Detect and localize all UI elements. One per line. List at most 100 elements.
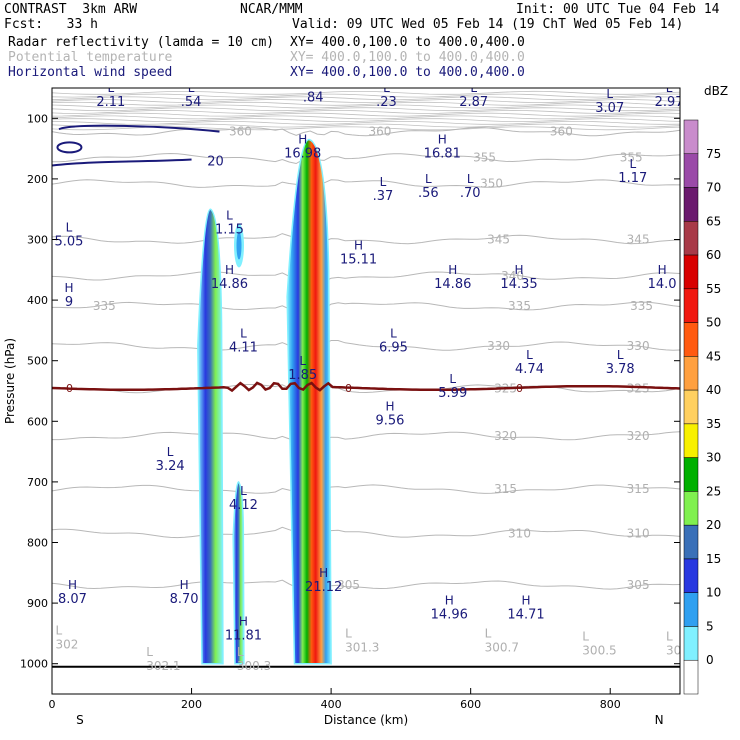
wind-extreme-kind: L (470, 81, 477, 95)
y-tick-label: 300 (27, 234, 48, 247)
theta-contour-325 (52, 384, 680, 394)
wind-extreme-value: 4.12 (229, 498, 258, 513)
wind-extreme-value: 11.81 (225, 628, 262, 643)
valid-time: Valid: 09 UTC Wed 05 Feb 14 (19 ChT Wed … (292, 17, 684, 32)
y-tick-label: 400 (27, 294, 48, 307)
theta-label-340: 340 (501, 269, 524, 283)
y-axis-label: Pressure (hPa) (3, 338, 17, 424)
colorbar-swatch (683, 659, 699, 695)
surface-theta-value: 302.1 (146, 659, 180, 673)
y-tick-label: 900 (27, 597, 48, 610)
plot-frame (51, 87, 681, 695)
field-name-theta: Potential temperature (8, 50, 173, 65)
wind-extreme-kind: L (425, 172, 432, 186)
theta-label-315: 315 (627, 482, 650, 496)
wind-extreme-value: 14.0 (648, 277, 677, 292)
colorbar-level-label: 75 (706, 147, 721, 161)
theta-label-330: 330 (487, 339, 510, 353)
colorbar-level-label: 10 (706, 586, 721, 600)
wind-extreme-value: 16.81 (424, 147, 461, 162)
wind-extreme-kind: H (64, 281, 73, 295)
wind-extreme-kind: H (68, 578, 77, 592)
theta-label-345: 345 (487, 233, 510, 247)
colorbar-level-label: 15 (706, 552, 721, 566)
colorbar-level-label: 55 (706, 282, 721, 296)
wind-extreme-value: 1.17 (618, 171, 647, 186)
wind-extreme-value: 16.98 (284, 147, 321, 162)
wind-extreme-kind: L (167, 445, 174, 459)
theta-line-strat (52, 96, 680, 101)
wind-extreme-kind: L (380, 175, 387, 189)
wind-extreme-value: 9.56 (375, 413, 404, 428)
wind-extreme-value: 14.86 (434, 277, 471, 292)
wind-extreme-value: 3.78 (606, 362, 635, 377)
theta-line-strat (52, 123, 680, 128)
theta-contour-310 (52, 526, 680, 539)
surface-theta-kind: L (55, 624, 62, 638)
x-tick-label: 600 (460, 698, 481, 711)
y-tick-label: 700 (27, 476, 48, 489)
surface-theta-value: 300.3 (237, 659, 271, 673)
field-xy-wind: XY= 400.0,100.0 to 400.0,400.0 (290, 65, 525, 80)
wind-extreme-value: 2.87 (459, 95, 488, 110)
colorbar-swatch (683, 356, 699, 391)
wind-extreme-kind: L (383, 81, 390, 95)
x-end-label-north: N (655, 713, 664, 727)
theta-contour-340 (52, 271, 680, 283)
x-end-label-south: S (76, 713, 84, 727)
theta-line-strat (52, 107, 680, 112)
wind-extreme-kind: H (239, 614, 248, 628)
surface-theta-kind: L (237, 645, 244, 659)
freezing-level-label: 0 (516, 382, 523, 395)
surface-theta-kind: L (666, 630, 673, 644)
wind-extreme-kind: H (445, 593, 454, 607)
wind-extreme-value: 6.95 (379, 341, 408, 356)
surface-theta-value: 300.7 (485, 641, 519, 655)
wind-extreme-value: 3.24 (156, 459, 185, 474)
colorbar-swatch (683, 119, 699, 155)
theta-label-330: 330 (627, 339, 650, 353)
wind-extreme-value: 4.74 (515, 362, 544, 377)
x-tick-label: 200 (181, 698, 202, 711)
theta-line-strat (52, 112, 680, 117)
wind-extreme-kind: L (467, 172, 474, 186)
colorbar-level-label: 45 (706, 349, 721, 363)
colorbar-level-label: 30 (706, 451, 721, 465)
y-tick-label: 100 (27, 112, 48, 125)
wind-extreme-kind: L (526, 348, 533, 362)
theta-contour-360 (52, 126, 680, 137)
model-title: CONTRAST 3km ARW (4, 2, 138, 17)
wind-extreme-kind: L (240, 327, 247, 341)
theta-label-360: 360 (369, 125, 392, 139)
wind-extreme-kind: L (188, 81, 195, 95)
wind-extreme-value: 20 (207, 155, 224, 170)
surface-theta-kind: L (345, 627, 352, 641)
theta-label-305: 305 (337, 578, 360, 592)
wind-extreme-value: .37 (373, 189, 394, 204)
x-tick-label: 800 (600, 698, 621, 711)
freezing-level-label: 0 (66, 382, 73, 395)
wind-extreme-kind: H (354, 239, 363, 253)
colorbar-unit: dBZ (704, 84, 728, 98)
wind-extreme-value: .23 (376, 95, 397, 110)
theta-line-strat (52, 109, 680, 114)
init-time: Init: 00 UTC Tue 04 Feb 14 (516, 2, 720, 17)
wind-extreme-kind: H (438, 133, 447, 147)
wind-extreme-kind: L (390, 327, 397, 341)
wind-extreme-kind: L (666, 81, 673, 95)
wind-extreme-value: 2.11 (96, 95, 125, 110)
wind-extreme-value: 5.05 (55, 235, 84, 250)
theta-line-strat (52, 93, 680, 98)
theta-label-320: 320 (494, 429, 517, 443)
theta-contour-320 (52, 431, 680, 442)
colorbar-level-label: 5 (706, 619, 714, 633)
y-tick-label: 500 (27, 355, 48, 368)
wind-extreme-kind: H (522, 593, 531, 607)
colorbar-swatch (683, 491, 699, 526)
colorbar-level-label: 50 (706, 316, 721, 330)
wind-extreme-value: 14.35 (500, 277, 537, 292)
field-name-reflectivity: Radar reflectivity (lamda = 10 cm) (8, 35, 275, 50)
surface-theta-value: 302 (55, 638, 78, 652)
